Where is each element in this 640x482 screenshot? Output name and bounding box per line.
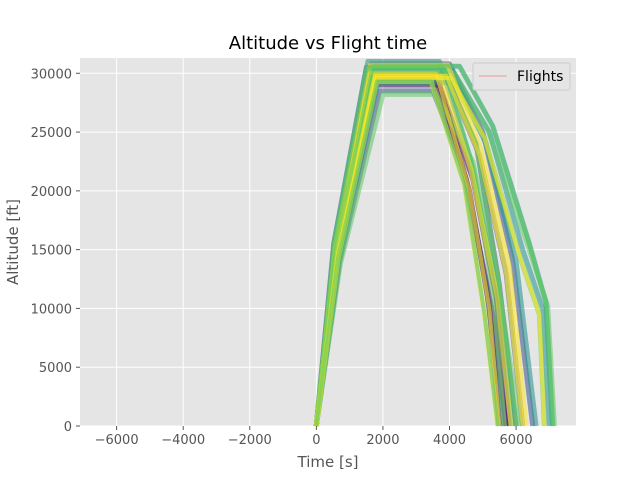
y-tick-label: 20000 <box>31 185 72 200</box>
x-tick-label: 6000 <box>500 433 533 448</box>
legend-label-flights: Flights <box>517 69 563 85</box>
flight-line <box>314 64 555 427</box>
y-ticks: 0 5000 10000 15000 20000 25000 30000 <box>31 67 80 435</box>
flight-lines <box>313 59 557 427</box>
x-ticks: −6000 −4000 −2000 0 2000 4000 6000 <box>95 426 533 448</box>
x-tick-label: −6000 <box>95 433 139 448</box>
x-tick-label: −2000 <box>228 433 272 448</box>
y-tick-label: 15000 <box>31 244 72 259</box>
y-tick-label: 10000 <box>31 302 72 317</box>
x-tick-label: −4000 <box>161 433 205 448</box>
y-tick-label: 25000 <box>31 126 72 141</box>
legend: Flights <box>472 62 571 91</box>
flight-line <box>314 79 500 427</box>
legend-box <box>472 62 571 91</box>
y-tick-label: 5000 <box>39 361 72 376</box>
x-tick-label: 0 <box>312 433 320 448</box>
x-tick-label: 2000 <box>366 433 399 448</box>
x-tick-label: 4000 <box>433 433 466 448</box>
y-axis-label: Altitude [ft] <box>4 199 22 285</box>
y-tick-label: 0 <box>64 420 72 435</box>
y-tick-label: 30000 <box>31 67 72 82</box>
x-axis-label: Time [s] <box>297 453 359 471</box>
chart-title: Altitude vs Flight time <box>229 33 427 54</box>
